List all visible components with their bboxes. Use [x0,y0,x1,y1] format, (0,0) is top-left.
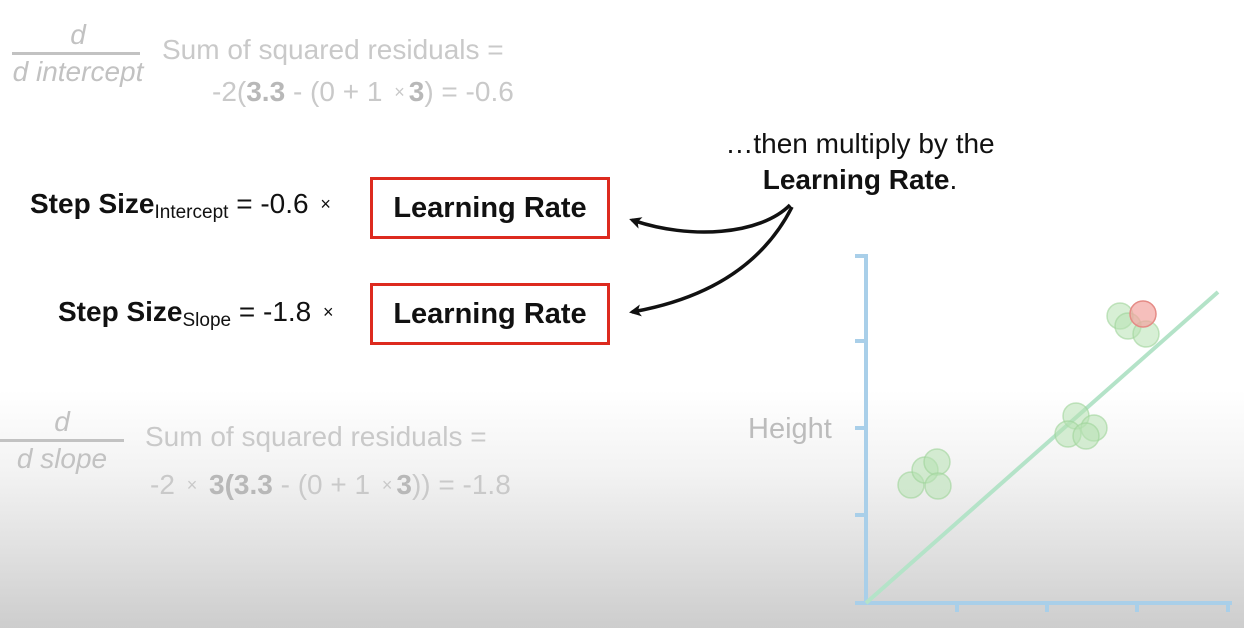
slope-derivative-line1: Sum of squared residuals = [145,421,487,452]
learning-rate-box-slope: Learning Rate [370,283,610,345]
fitted-line [864,290,1220,605]
learning-rate-box-intercept: Learning Rate [370,177,610,239]
intercept-derivative-fraction: d d intercept [0,20,156,87]
step-size-slope-equation: Step SizeSlope = -1.8 × [58,296,334,331]
fraction-numerator: d [70,19,86,50]
callout-line1: …then multiply by the [725,128,995,159]
arrow-to-slope-box [629,206,794,317]
data-points [897,302,1160,500]
fraction-denominator: d intercept [12,56,144,87]
highlighted-point [1129,300,1157,328]
data-point [924,472,952,500]
fraction-denominator: d slope [16,443,108,474]
intercept-derivative-line1: Sum of squared residuals = [162,34,504,65]
data-point [1072,422,1100,450]
fraction-bar [0,439,124,442]
plot-axes [855,254,1232,612]
fraction-bar [12,52,140,55]
intercept-derivative-line2: -2(3.3 - (0 + 1 × 3) = -0.6 [212,76,514,107]
callout-text: …then multiply by the Learning Rate. [700,128,1020,196]
step-size-intercept-equation: Step SizeIntercept = -0.6 × [30,188,331,223]
slope-derivative-fraction: d d slope [0,407,124,474]
arrow-to-intercept-box [629,203,792,234]
callout-line2: Learning Rate. [762,164,958,195]
y-axis-label: Height [748,413,832,445]
data-point [923,448,951,476]
fraction-numerator: d [54,406,70,437]
slope-derivative-line2: -2 × 3(3.3 - (0 + 1 × 3)) = -1.8 [150,469,511,500]
